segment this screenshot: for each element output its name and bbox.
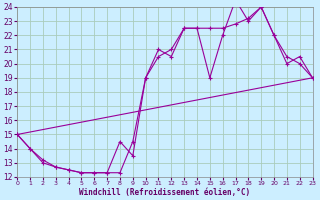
X-axis label: Windchill (Refroidissement éolien,°C): Windchill (Refroidissement éolien,°C)	[79, 188, 251, 197]
